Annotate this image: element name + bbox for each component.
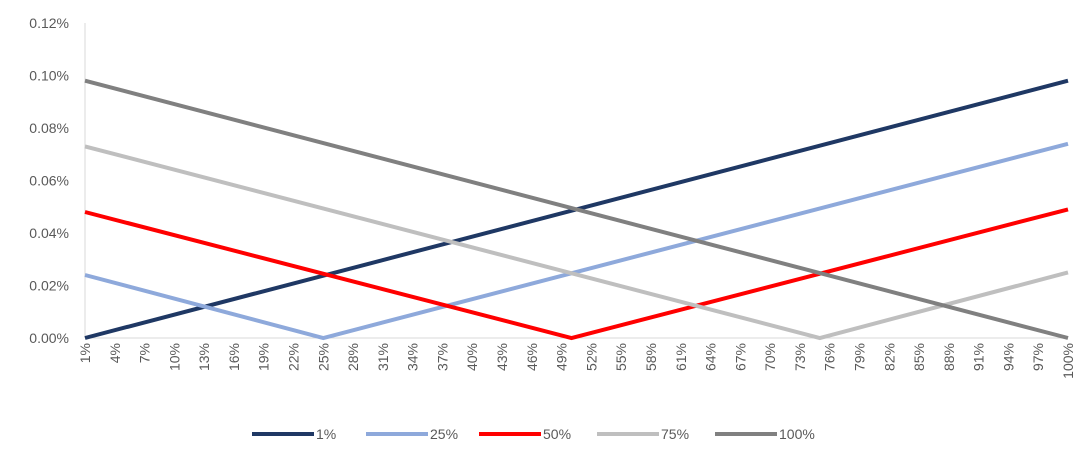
x-tick-label: 94% [1000,343,1016,371]
x-tick-label: 61% [673,343,689,371]
x-tick-label: 97% [1030,343,1046,371]
y-tick-label: 0.02% [29,278,69,294]
x-tick-label: 46% [524,343,540,371]
x-tick-label: 25% [315,343,331,371]
x-tick-label: 67% [732,343,748,371]
x-tick-label: 10% [166,343,182,371]
x-tick-label: 4% [107,343,123,363]
x-tick-label: 85% [911,343,927,371]
y-tick-label: 0.06% [29,173,69,189]
x-tick-label: 58% [643,343,659,371]
legend-label-1: 25% [430,426,458,442]
x-tick-label: 49% [554,343,570,371]
x-tick-label: 82% [881,343,897,371]
x-tick-label: 37% [434,343,450,371]
x-tick-label: 100% [1060,343,1076,379]
x-tick-label: 13% [196,343,212,371]
x-tick-label: 73% [792,343,808,371]
x-axis-ticks: 1% 4% 7% 10% 13% 16% 19% 22% 25% 28% 31% 34% 37% 40% 4… [77,343,1076,379]
x-tick-label: 88% [941,343,957,371]
x-tick-label: 40% [464,343,480,371]
x-tick-label: 34% [405,343,421,371]
legend-label-4: 100% [779,426,815,442]
y-axis-ticks: 0.00% 0.02% 0.04% 0.06% 0.08% 0.10% 0.12% [29,15,69,346]
series-lines [84,78,1069,341]
y-tick-label: 0.00% [29,330,69,346]
x-tick-label: 19% [256,343,272,371]
x-tick-label: 76% [822,343,838,371]
x-tick-label: 16% [226,343,242,371]
x-tick-label: 28% [345,343,361,371]
x-tick-label: 22% [286,343,302,371]
x-tick-label: 55% [613,343,629,371]
y-tick-label: 0.04% [29,225,69,241]
x-tick-label: 7% [137,343,153,363]
series-line-1 [84,141,1069,341]
x-tick-label: 52% [583,343,599,371]
y-tick-label: 0.10% [29,68,69,84]
y-tick-label: 0.08% [29,120,69,136]
x-tick-label: 1% [77,343,93,363]
legend: 1% 25% 50% 75% 100% [252,426,815,442]
legend-label-0: 1% [316,426,336,442]
x-tick-label: 43% [494,343,510,371]
x-tick-label: 64% [703,343,719,371]
legend-label-2: 50% [543,426,571,442]
series-line-4 [84,78,1069,340]
legend-label-3: 75% [661,426,689,442]
series-line-2 [84,207,1069,341]
x-tick-label: 31% [375,343,391,371]
x-tick-label: 79% [851,343,867,371]
y-tick-label: 0.12% [29,15,69,31]
x-tick-label: 91% [971,343,987,371]
x-tick-label: 70% [762,343,778,371]
series-line-3 [84,144,1069,341]
